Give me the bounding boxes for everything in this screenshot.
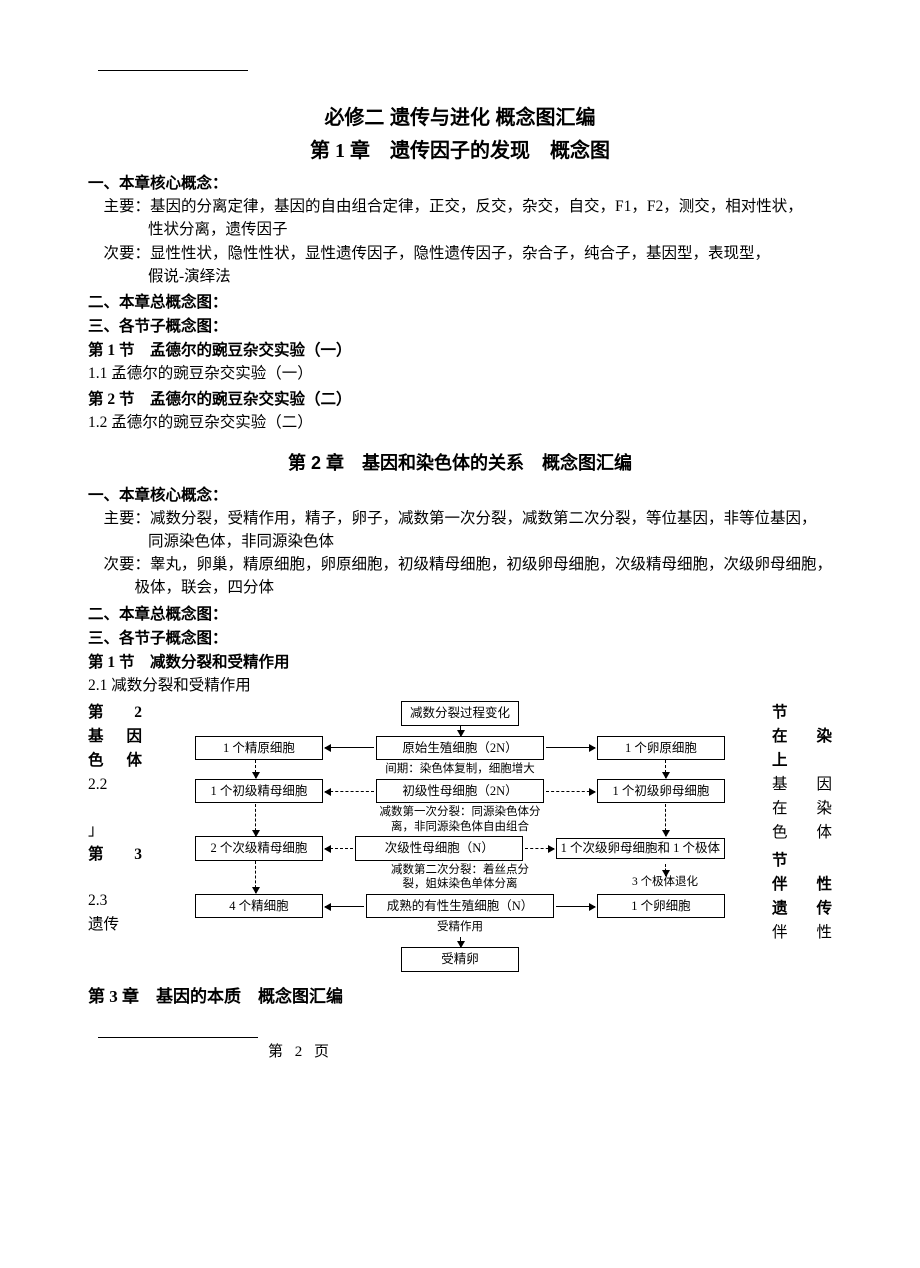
- wl1: 第 2: [88, 701, 142, 725]
- ch1-s2b: 1.2 孟德尔的豌豆杂交实验（二）: [88, 411, 832, 434]
- ch3-title: 第 3 章 基因的本质 概念图汇编: [88, 982, 832, 1007]
- ch1-h3: 三、各节子概念图：: [88, 314, 832, 336]
- arrow-down-dashed-icon: [255, 861, 256, 893]
- wl4: 2.2: [88, 773, 142, 797]
- ch2-primary: 主要：减数分裂，受精作用，精子，卵子，减数第一次分裂，减数第二次分裂，等位基因，…: [104, 507, 833, 530]
- fc-n4: 受精作用: [195, 918, 725, 936]
- wr3: 上: [772, 749, 832, 773]
- ch2-primary2: 同源染色体，非同源染色体: [88, 530, 832, 553]
- flowchart: 减数分裂过程变化 1 个精原细胞 原始生殖细胞（2N） 1 个卵原细胞 间期：染…: [195, 701, 725, 972]
- ch1-s1: 第 1 节 孟德尔的豌豆杂交实验（一）: [88, 338, 832, 360]
- wr6: 色 体: [772, 821, 832, 845]
- doc-title: 必修二 遗传与进化 概念图汇编: [88, 101, 832, 130]
- wl7: 2.3: [88, 889, 142, 913]
- arrow-down-dashed-icon: [255, 760, 256, 778]
- wr1: 节: [772, 701, 832, 725]
- fc-n3a: 减数第二次分裂：着丝点分: [391, 864, 529, 876]
- fc-top: 减数分裂过程变化: [401, 701, 519, 726]
- fc-r1-right: 1 个卵原细胞: [597, 736, 725, 761]
- arrow-left-icon: [325, 906, 364, 907]
- arrow-down-dashed-icon: [255, 804, 256, 836]
- ch1-s2: 第 2 节 孟德尔的豌豆杂交实验（二）: [88, 387, 832, 409]
- wl2: 基 因: [88, 725, 142, 749]
- fc-r2-right: 1 个初级卵母细胞: [597, 779, 725, 804]
- fc-n2b: 离，非同源染色体自由组合: [391, 821, 529, 833]
- fc-n3b: 裂，姐妹染色单体分离: [403, 878, 518, 890]
- arrow-left-dashed-icon: [325, 791, 374, 792]
- fc-r2-mid: 初级性母细胞（2N）: [376, 779, 544, 804]
- ch1-h2: 二、本章总概念图：: [88, 290, 832, 312]
- ch1-secondary2: 假说-演绎法: [88, 265, 832, 288]
- footer-rule: [98, 1037, 258, 1038]
- ch1-h1: 一、本章核心概念：: [88, 171, 832, 193]
- wl8: 遗传: [88, 913, 142, 937]
- wr10: 伴 性: [772, 921, 832, 945]
- arrow-right-dashed-icon: [525, 848, 553, 849]
- wr2: 在 染: [772, 725, 832, 749]
- wr5: 在 染: [772, 797, 832, 821]
- wr4: 基 因: [772, 773, 832, 797]
- wrap-left-col: 第 2 基 因 色 体 2.2 」 第 3 2.3 遗传: [88, 701, 142, 937]
- fc-r3-left: 2 个次级精母细胞: [195, 836, 323, 861]
- fc-side: 3 个极体退化: [625, 876, 705, 890]
- fc-bottom: 受精卵: [401, 947, 519, 972]
- ch2-h2: 二、本章总概念图：: [88, 602, 832, 624]
- fc-n1: 间期：染色体复制，细胞增大: [315, 760, 605, 778]
- ch2-title: 第 2 章 基因和染色体的关系 概念图汇编: [88, 449, 832, 475]
- wr9: 遗传: [772, 897, 832, 921]
- arrow-down-icon: [460, 726, 461, 736]
- fc-r1-mid: 原始生殖细胞（2N）: [376, 736, 544, 761]
- fc-r4-left: 4 个精细胞: [195, 894, 323, 919]
- fc-r4-right: 1 个卵细胞: [597, 894, 725, 919]
- wrap-right-col: 节 在 染 上 基 因 在 染 色 体 节 伴 性 遗传 伴 性: [772, 701, 832, 945]
- ch2-secondary: 次要：睾丸，卵巢，精原细胞，卵原细胞，初级精母细胞，初级卵母细胞，次级精母细胞，…: [104, 553, 833, 600]
- ch1-s1b: 1.1 孟德尔的豌豆杂交实验（一）: [88, 362, 832, 385]
- fc-r4-mid: 成熟的有性生殖细胞（N）: [366, 894, 554, 919]
- arrow-right-icon: [556, 906, 595, 907]
- ch2-s1: 第 1 节 减数分裂和受精作用: [88, 650, 832, 672]
- wr7: 节: [772, 849, 832, 873]
- ch2-h1: 一、本章核心概念：: [88, 483, 832, 505]
- arrow-down-dashed-icon: [665, 804, 666, 836]
- ch2-h3: 三、各节子概念图：: [88, 626, 832, 648]
- arrow-down-dashed-icon: [665, 760, 666, 778]
- flow-wrap: 第 2 基 因 色 体 2.2 」 第 3 2.3 遗传 节 在 染 上 基 因…: [88, 701, 832, 972]
- arrow-right-icon: [546, 747, 595, 748]
- arrow-left-dashed-icon: [325, 848, 353, 849]
- doc-subtitle: 第 1 章 遗传因子的发现 概念图: [88, 134, 832, 163]
- wr8: 伴 性: [772, 873, 832, 897]
- wl6: 第 3: [88, 843, 142, 867]
- fc-r3-mid: 次级性母细胞（N）: [355, 836, 523, 861]
- arrow-down-dashed-icon: [665, 864, 666, 876]
- ch2-s1b: 2.1 减数分裂和受精作用: [88, 674, 832, 697]
- ch1-secondary: 次要：显性性状，隐性性状，显性遗传因子，隐性遗传因子，杂合子，纯合子，基因型，表…: [104, 242, 833, 265]
- ch1-primary: 主要：基因的分离定律，基因的自由组合定律，正交，反交，杂交，自交，F1，F2，测…: [104, 195, 833, 218]
- top-rule: [98, 70, 248, 71]
- fc-r3-right: 1 个次级卵母细胞和 1 个极体: [556, 838, 725, 859]
- arrow-right-dashed-icon: [546, 791, 595, 792]
- wl3: 色 体: [88, 749, 142, 773]
- fc-r1-left: 1 个精原细胞: [195, 736, 323, 761]
- arrow-down-icon: [460, 937, 461, 947]
- ch1-primary2: 性状分离，遗传因子: [88, 218, 832, 241]
- fc-n2a: 减数第一次分裂：同源染色体分: [380, 806, 541, 818]
- page-number: 第 2 页: [268, 1040, 832, 1061]
- wl5: 」: [88, 819, 142, 843]
- arrow-left-icon: [325, 747, 374, 748]
- fc-r2-left: 1 个初级精母细胞: [195, 779, 323, 804]
